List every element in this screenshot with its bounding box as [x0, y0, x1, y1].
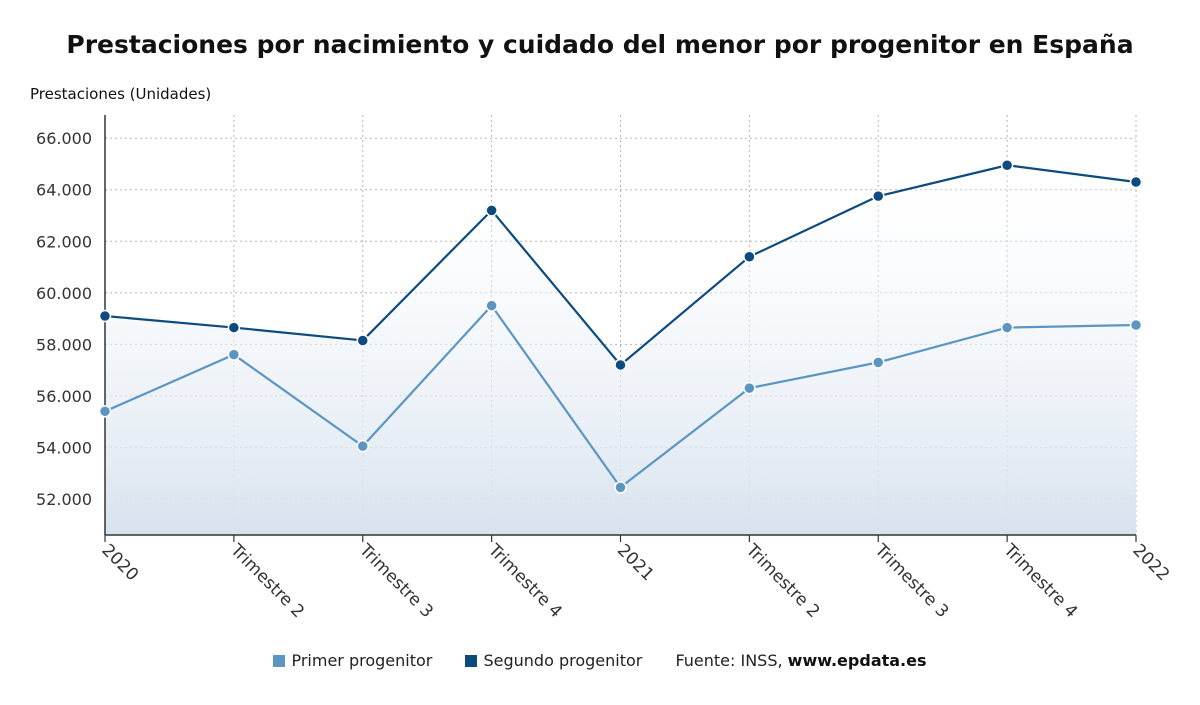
- y-axis-label: Prestaciones (Unidades): [30, 85, 212, 103]
- y-tick-label-7: 66.000: [36, 129, 92, 148]
- x-tick-labels: 2020 Trimestre 2 Trimestre 3 Trimestre 4 202…: [97, 540, 1173, 622]
- data-point-s1-8: [1129, 175, 1143, 189]
- data-point-s1-0: [98, 309, 112, 323]
- x-tick-label-0: 2020: [97, 540, 142, 585]
- source-note: Fuente: INSS, www.epdata.es: [675, 651, 926, 670]
- data-point-s1-2: [356, 334, 369, 347]
- legend-swatch-primer: [273, 655, 286, 667]
- axes: [104, 115, 1137, 542]
- source-link[interactable]: www.epdata.es: [787, 651, 927, 670]
- legend-item-segundo: Segundo progenitor: [465, 651, 642, 670]
- data-point-s1-3: [485, 204, 498, 217]
- data-point-s1-7: [1000, 158, 1014, 172]
- legend-item-primer: Primer progenitor: [273, 651, 432, 670]
- series: [98, 158, 1143, 494]
- x-tick-label-4: 2021: [613, 540, 658, 585]
- data-point-s0-1: [227, 348, 241, 361]
- x-tick-label-5: Trimestre 2: [741, 540, 823, 622]
- y-tick-label-6: 64.000: [36, 181, 92, 200]
- y-tick-label-3: 58.000: [36, 335, 92, 354]
- x-tick-label-8: 2022: [1128, 540, 1173, 585]
- chart-title: Prestaciones por nacimiento y cuidado de…: [66, 30, 1134, 59]
- data-point-s0-4: [614, 481, 627, 494]
- x-tick-label-7: Trimestre 4: [999, 540, 1081, 622]
- data-point-s0-7: [1000, 321, 1014, 334]
- x-tick-label-6: Trimestre 3: [870, 540, 952, 622]
- y-tick-labels: 52.000 54.000 56.000 58.000 60.000 62.000 64.0…: [36, 129, 92, 509]
- y-tick-label-4: 60.000: [36, 284, 92, 303]
- y-tick-label-5: 62.000: [36, 232, 92, 251]
- x-tick-label-1: Trimestre 2: [226, 540, 308, 622]
- x-tick-label-2: Trimestre 3: [355, 540, 437, 622]
- data-point-s0-0: [98, 405, 112, 418]
- data-point-s0-8: [1129, 318, 1143, 332]
- data-point-s0-5: [743, 381, 756, 395]
- x-tick-label-3: Trimestre 4: [483, 540, 565, 622]
- legend: Primer progenitor Segundo progenitor Fue…: [0, 650, 1200, 670]
- y-tick-label-1: 54.000: [36, 438, 92, 457]
- legend-label-primer: Primer progenitor: [291, 651, 433, 670]
- data-point-s0-3: [485, 299, 498, 312]
- legend-swatch-segundo: [465, 655, 478, 667]
- legend-label-segundo: Segundo progenitor: [483, 651, 643, 670]
- data-point-s1-4: [614, 358, 627, 372]
- y-tick-label-2: 56.000: [36, 387, 92, 406]
- data-point-s1-6: [872, 189, 885, 203]
- y-tick-label-0: 52.000: [36, 490, 92, 509]
- data-point-s0-2: [356, 439, 369, 453]
- data-point-s1-5: [743, 250, 756, 263]
- data-point-s0-6: [872, 356, 885, 369]
- data-point-s1-1: [227, 321, 241, 334]
- source-prefix: Fuente: INSS,: [675, 651, 788, 670]
